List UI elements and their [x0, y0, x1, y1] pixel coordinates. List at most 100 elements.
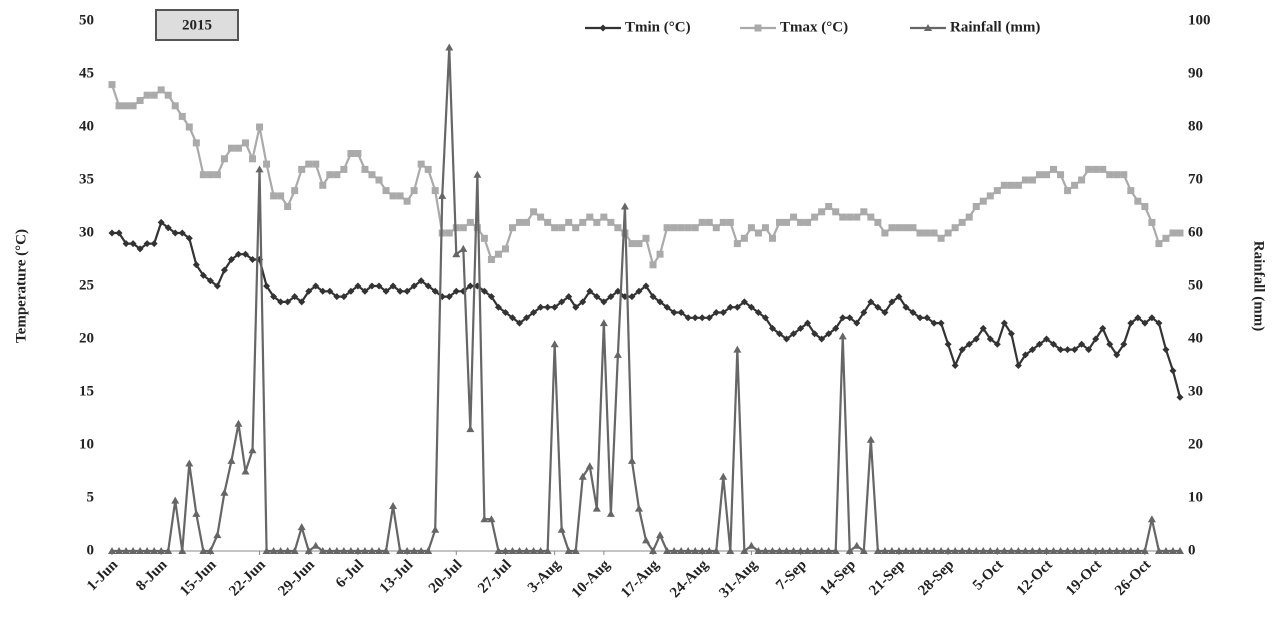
point [853, 213, 861, 221]
point [768, 324, 776, 332]
point [1127, 319, 1135, 327]
point [880, 547, 889, 554]
point [241, 467, 250, 475]
point [599, 319, 608, 327]
point [466, 218, 474, 226]
point [389, 282, 397, 290]
point [339, 547, 348, 554]
point [333, 293, 341, 301]
point [698, 218, 706, 226]
y2-tick-label: 60 [1188, 224, 1203, 240]
legend-marker [924, 24, 932, 31]
point [1057, 346, 1065, 354]
point [213, 531, 222, 539]
point [108, 547, 116, 554]
point [157, 218, 165, 226]
point [993, 340, 1001, 348]
point [389, 192, 397, 200]
point [1112, 547, 1121, 554]
point [396, 192, 404, 200]
point [1148, 218, 1156, 226]
point [1028, 176, 1036, 184]
point [972, 203, 980, 210]
point [354, 150, 362, 157]
point [1113, 171, 1121, 179]
point [263, 282, 271, 290]
point [972, 547, 981, 554]
point [628, 293, 636, 301]
point [958, 218, 966, 226]
point [1127, 187, 1135, 195]
point [284, 298, 292, 306]
point [509, 314, 516, 322]
point [340, 165, 348, 173]
point [691, 547, 700, 554]
point [417, 160, 425, 168]
point [361, 165, 369, 173]
point [543, 547, 552, 554]
point [129, 547, 138, 554]
point [403, 287, 411, 295]
point [1021, 351, 1029, 359]
point [572, 303, 580, 311]
point [136, 547, 145, 554]
point [733, 240, 741, 248]
point [164, 91, 172, 99]
point [452, 250, 461, 258]
point [804, 319, 812, 327]
point [846, 213, 854, 221]
point [242, 139, 249, 147]
point [839, 213, 847, 221]
point [199, 271, 207, 279]
point [783, 218, 791, 226]
point [220, 155, 228, 163]
point [255, 165, 264, 173]
point [551, 224, 559, 232]
point [1050, 340, 1058, 348]
point [1162, 234, 1170, 242]
point [136, 97, 144, 104]
point [178, 547, 187, 554]
point [410, 282, 418, 290]
point [776, 330, 783, 338]
point [887, 547, 896, 554]
point [213, 171, 221, 179]
y2-tick-label: 30 [1188, 383, 1203, 399]
point [150, 240, 158, 248]
point [1007, 181, 1015, 189]
point [396, 547, 405, 554]
point [1085, 165, 1093, 173]
point [276, 547, 285, 554]
point [487, 293, 495, 301]
point [1091, 547, 1100, 554]
y-tick-label: 40 [79, 118, 94, 134]
point [866, 435, 875, 443]
point [529, 547, 538, 554]
point [628, 240, 636, 248]
point [852, 541, 861, 549]
point [249, 256, 257, 263]
point [1119, 547, 1128, 554]
point [452, 287, 460, 295]
point [726, 303, 734, 311]
point [824, 547, 833, 554]
point [396, 287, 404, 295]
point [256, 123, 264, 131]
point [480, 234, 488, 242]
point [979, 324, 987, 332]
point [979, 547, 988, 554]
point [325, 547, 334, 554]
point [761, 224, 769, 232]
point [494, 547, 503, 554]
point [712, 309, 720, 316]
point [487, 515, 496, 523]
point [1099, 165, 1107, 173]
point [1176, 547, 1184, 554]
point [1126, 547, 1135, 554]
point [965, 340, 973, 348]
point [445, 293, 453, 301]
point [270, 293, 278, 301]
point [1106, 340, 1114, 348]
